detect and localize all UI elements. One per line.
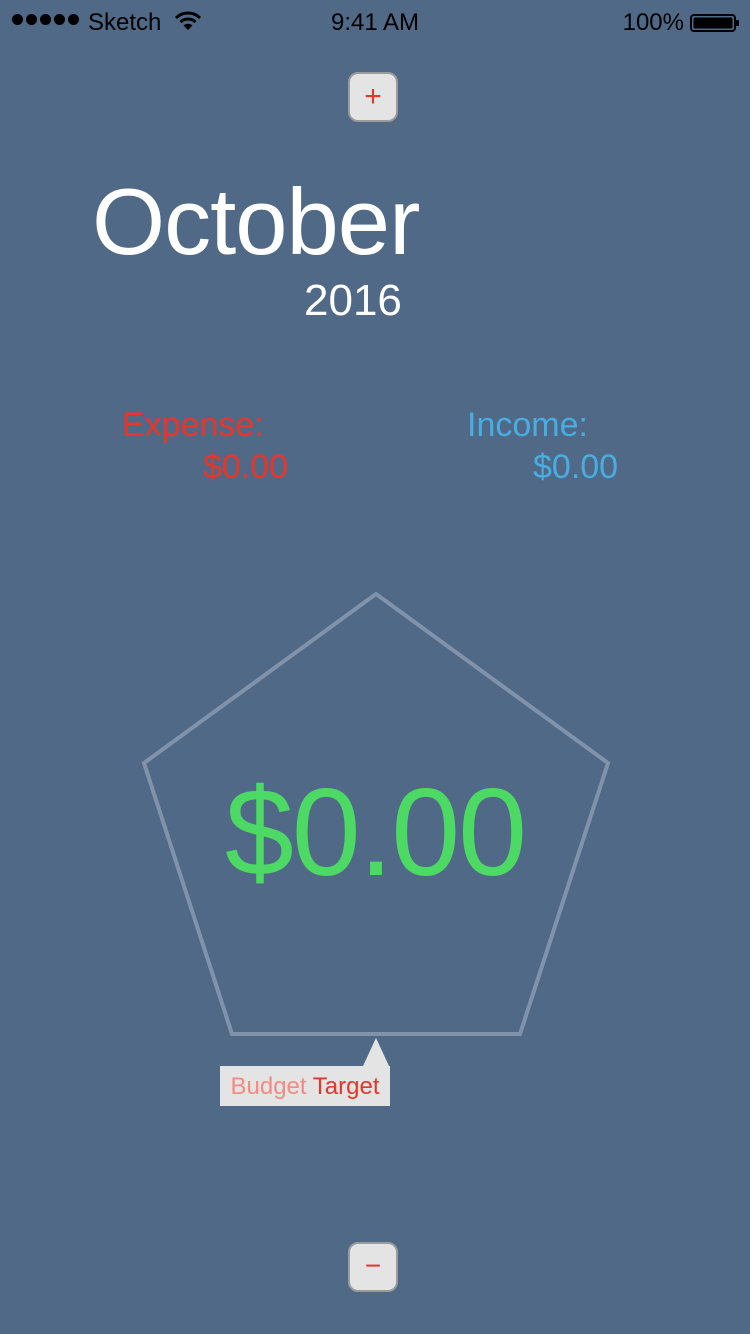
budget-target-button[interactable]: Budget Target [220, 1066, 390, 1106]
wifi-icon [174, 10, 202, 38]
plus-icon: + [364, 80, 382, 113]
status-time: 9:41 AM [330, 9, 420, 36]
year-label: 2016 [304, 276, 402, 325]
subtract-button[interactable]: − [348, 1242, 398, 1292]
expense-label: Expense: [122, 406, 264, 444]
budget-word: Budget [230, 1073, 307, 1100]
signal-dots-icon [12, 14, 79, 25]
battery-icon [690, 11, 740, 32]
target-word: Target [312, 1073, 380, 1100]
month-title: October [92, 169, 420, 274]
balance-amount[interactable]: $0.00 [224, 764, 527, 902]
expense-value: $0.00 [203, 448, 289, 486]
status-bar: Sketch 9:41 AM 100% [0, 0, 750, 40]
battery-percentage: 100% [622, 9, 684, 36]
income-label: Income: [467, 406, 588, 444]
carrier-name: Sketch [88, 9, 162, 36]
income-value: $0.00 [533, 448, 619, 486]
tooltip-arrow [363, 1038, 389, 1066]
add-button[interactable]: + [348, 72, 398, 122]
minus-icon: − [364, 1250, 382, 1281]
